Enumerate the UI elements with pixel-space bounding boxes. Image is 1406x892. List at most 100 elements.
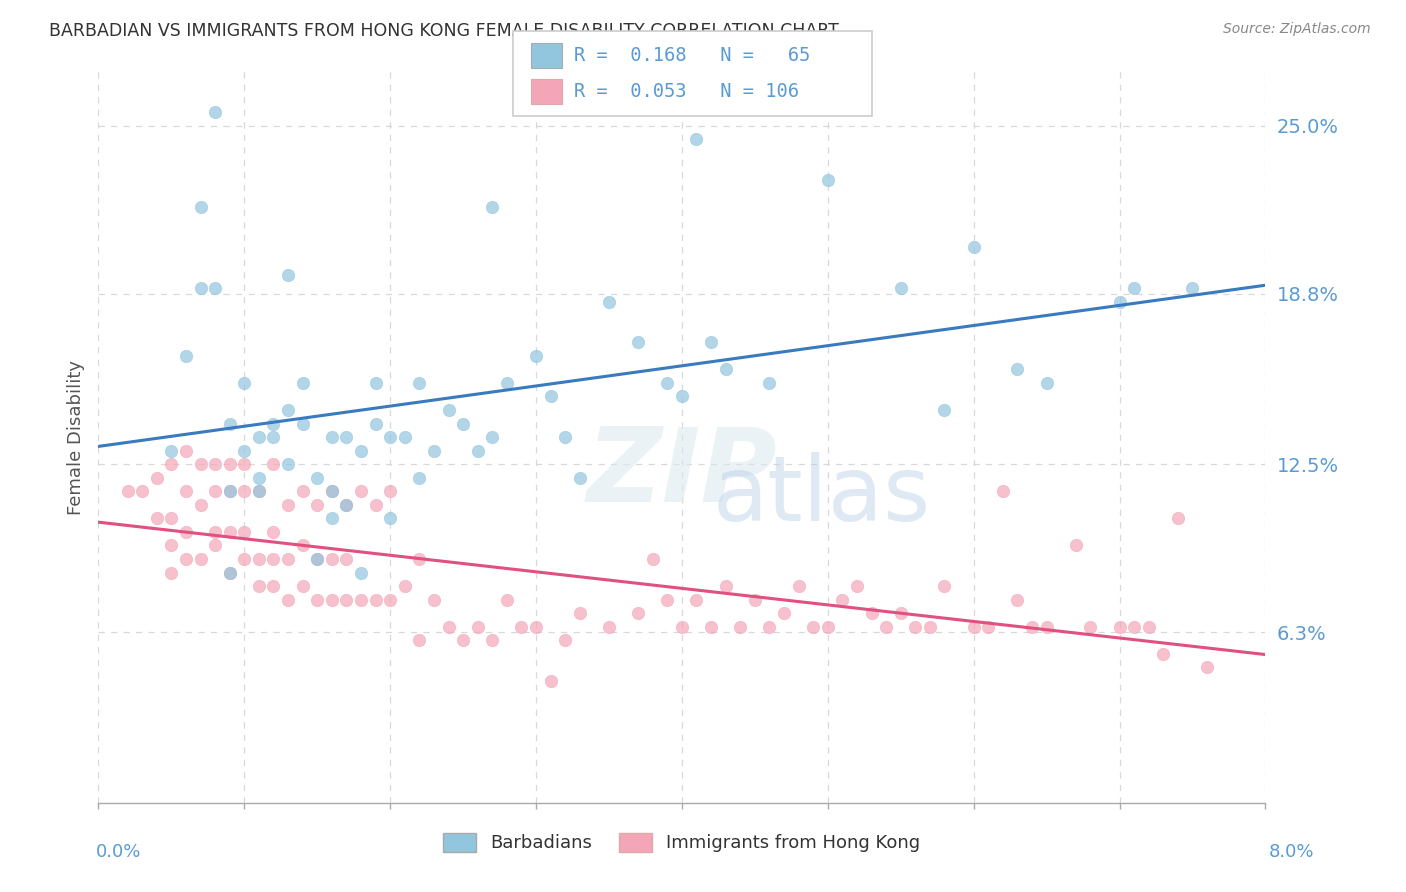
Point: [817, 620, 839, 634]
Point: [860, 606, 883, 620]
Point: [364, 592, 387, 607]
Point: [160, 511, 183, 525]
Point: [845, 579, 868, 593]
Text: BARBADIAN VS IMMIGRANTS FROM HONG KONG FEMALE DISABILITY CORRELATION CHART: BARBADIAN VS IMMIGRANTS FROM HONG KONG F…: [49, 22, 839, 40]
Point: [204, 524, 226, 539]
Point: [730, 620, 752, 634]
Point: [467, 443, 489, 458]
Point: [262, 579, 284, 593]
Point: [671, 389, 693, 403]
Point: [451, 417, 474, 431]
Point: [335, 592, 357, 607]
Point: [204, 538, 226, 552]
Point: [160, 538, 183, 552]
Point: [160, 443, 183, 458]
Point: [962, 620, 984, 634]
Point: [277, 403, 299, 417]
Point: [700, 335, 723, 350]
Point: [394, 430, 416, 444]
Point: [408, 376, 430, 390]
Point: [641, 552, 664, 566]
Point: [627, 606, 650, 620]
Point: [1152, 647, 1174, 661]
Text: ZIP: ZIP: [586, 423, 778, 524]
Point: [335, 430, 357, 444]
Point: [277, 592, 299, 607]
Point: [1080, 620, 1102, 634]
Point: [291, 579, 314, 593]
Point: [423, 443, 446, 458]
Point: [174, 443, 197, 458]
Point: [481, 633, 503, 648]
Text: 0.0%: 0.0%: [96, 843, 141, 861]
Point: [554, 430, 576, 444]
Text: atlas: atlas: [713, 451, 931, 540]
Point: [380, 592, 402, 607]
Point: [1167, 511, 1189, 525]
Point: [408, 633, 430, 648]
Point: [1108, 620, 1130, 634]
Point: [174, 524, 197, 539]
Point: [1035, 620, 1057, 634]
Point: [233, 484, 256, 499]
Point: [335, 498, 357, 512]
Point: [758, 620, 780, 634]
Point: [218, 457, 240, 471]
Point: [831, 592, 853, 607]
Point: [364, 498, 387, 512]
Point: [262, 552, 284, 566]
Point: [1108, 294, 1130, 309]
Point: [335, 552, 357, 566]
Point: [568, 471, 591, 485]
Point: [190, 281, 212, 295]
Point: [262, 417, 284, 431]
Point: [277, 498, 299, 512]
Point: [233, 552, 256, 566]
Point: [190, 200, 212, 214]
Point: [233, 443, 256, 458]
Point: [146, 471, 169, 485]
Y-axis label: Female Disability: Female Disability: [66, 359, 84, 515]
Point: [568, 606, 591, 620]
Point: [262, 430, 284, 444]
Point: [321, 484, 343, 499]
Point: [204, 484, 226, 499]
Point: [117, 484, 139, 499]
Point: [350, 566, 373, 580]
Point: [277, 268, 299, 282]
Point: [714, 579, 737, 593]
Point: [218, 484, 240, 499]
Point: [233, 524, 256, 539]
Point: [190, 498, 212, 512]
Point: [540, 389, 562, 403]
Point: [247, 484, 270, 499]
Point: [1021, 620, 1043, 634]
Point: [408, 552, 430, 566]
Point: [510, 620, 533, 634]
Point: [218, 417, 240, 431]
Point: [321, 430, 343, 444]
Point: [962, 240, 984, 254]
Point: [247, 471, 270, 485]
Point: [350, 484, 373, 499]
Point: [321, 511, 343, 525]
Point: [394, 579, 416, 593]
Point: [1123, 281, 1146, 295]
Point: [160, 457, 183, 471]
Point: [700, 620, 723, 634]
Point: [364, 376, 387, 390]
Point: [350, 592, 373, 607]
Text: R =  0.053   N = 106: R = 0.053 N = 106: [574, 82, 799, 102]
Point: [787, 579, 810, 593]
Point: [174, 349, 197, 363]
Point: [291, 538, 314, 552]
Point: [423, 592, 446, 607]
Point: [1007, 362, 1029, 376]
Point: [291, 484, 314, 499]
Point: [934, 403, 956, 417]
Point: [291, 417, 314, 431]
Text: 8.0%: 8.0%: [1270, 843, 1315, 861]
Point: [1197, 660, 1219, 674]
Point: [801, 620, 824, 634]
Point: [1181, 281, 1204, 295]
